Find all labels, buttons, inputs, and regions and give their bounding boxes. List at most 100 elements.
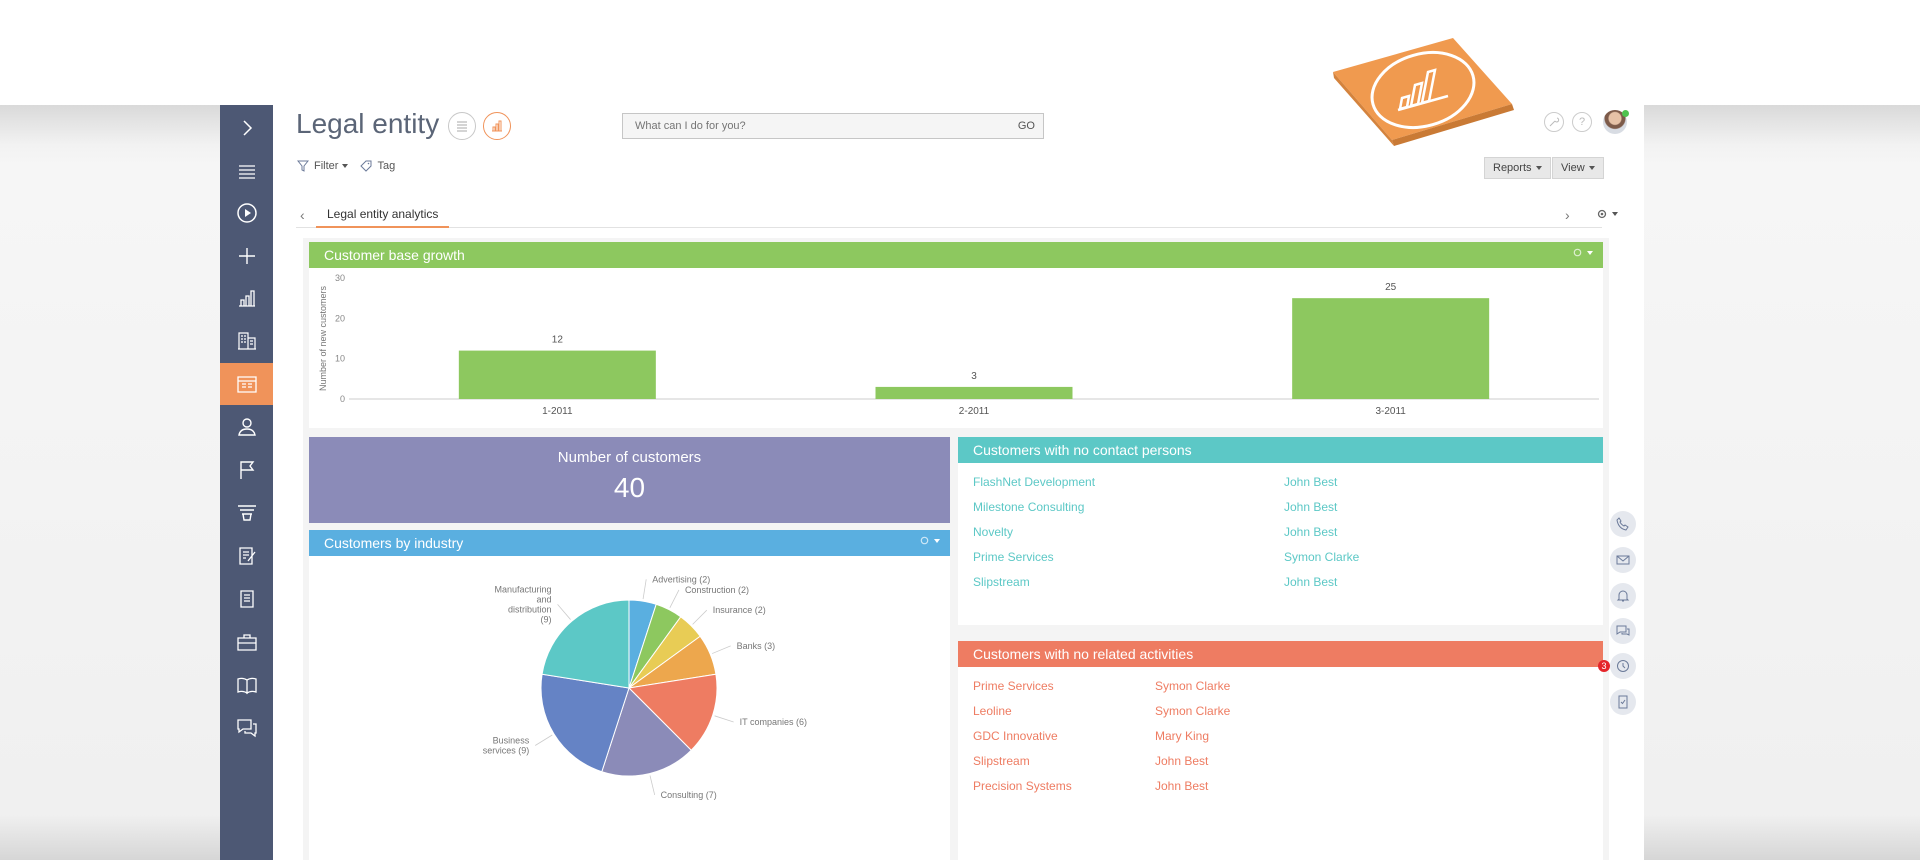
- sidebar-item-menu[interactable]: [220, 150, 273, 192]
- bar-data-label: 25: [1385, 282, 1397, 293]
- company-link[interactable]: Prime Services: [973, 679, 1054, 693]
- owner-link[interactable]: John Best: [1284, 525, 1338, 539]
- page-title: Legal entity: [296, 108, 440, 139]
- sidebar-item-dashboards[interactable]: [220, 277, 273, 319]
- search-input[interactable]: [623, 114, 1003, 138]
- app-window: Legal entity GO Filter Tag ? Reports Vie…: [220, 105, 1644, 860]
- view-button[interactable]: View: [1552, 157, 1604, 179]
- dashboard-settings-button[interactable]: [1596, 208, 1618, 220]
- tab-scroll-left-button[interactable]: ‹: [300, 207, 305, 223]
- x-tick-label: 1-2011: [542, 406, 573, 417]
- sidebar-item-contracts[interactable]: [220, 535, 273, 577]
- bar: [875, 386, 1073, 399]
- widget-header: Customers by industry: [309, 530, 950, 556]
- company-link[interactable]: GDC Innovative: [973, 729, 1058, 743]
- sidebar: [220, 105, 273, 860]
- gear-icon: [920, 536, 929, 545]
- company-link[interactable]: Novelty: [973, 525, 1014, 539]
- feed-button[interactable]: [1610, 618, 1636, 644]
- pie-slice-label: Consulting (7): [661, 790, 717, 800]
- company-link[interactable]: Slipstream: [973, 575, 1030, 589]
- tasks-button[interactable]: [1610, 689, 1636, 715]
- sidebar-item-processes[interactable]: [220, 192, 273, 234]
- notifications-button[interactable]: [1610, 583, 1636, 609]
- email-button[interactable]: [1610, 547, 1636, 573]
- pie-leader-line: [692, 609, 708, 625]
- pie-slice-label: Construction (2): [685, 585, 749, 595]
- list-item: Leoline Symon Clarke: [973, 704, 1230, 729]
- y-tick-label: 20: [335, 313, 345, 323]
- widget-settings-button[interactable]: [1572, 247, 1593, 258]
- company-link[interactable]: Precision Systems: [973, 779, 1072, 793]
- sidebar-item-documents[interactable]: [220, 578, 273, 620]
- play-circle-icon: [236, 203, 257, 223]
- phone-button[interactable]: [1610, 511, 1636, 537]
- clock-icon: [1617, 660, 1629, 672]
- search-go-button[interactable]: GO: [1017, 120, 1035, 132]
- owner-link[interactable]: John Best: [1284, 500, 1338, 514]
- sidebar-item-accounts[interactable]: [220, 320, 273, 362]
- dashboard-area: Customer base growth Number of new custo…: [303, 238, 1609, 860]
- filter-bar: Filter Tag: [297, 160, 407, 172]
- sidebar-item-legal-entities[interactable]: [220, 363, 273, 405]
- pie-leader-line: [557, 604, 571, 620]
- company-link[interactable]: Leoline: [973, 704, 1012, 718]
- book-icon: [236, 677, 257, 695]
- reports-button[interactable]: Reports: [1484, 157, 1551, 179]
- owner-link[interactable]: John Best: [1155, 779, 1209, 793]
- document-edit-icon: [238, 547, 256, 565]
- owner-link[interactable]: Symon Clarke: [1155, 679, 1231, 693]
- chevron-down-icon: [1587, 250, 1593, 255]
- customer-growth-bar-chart: Number of new customers 0 10 20 30 12 1-2011 3 2…: [318, 273, 1599, 417]
- sidebar-item-add[interactable]: [220, 235, 273, 277]
- analytics-view-button[interactable]: [483, 112, 511, 140]
- y-axis-label: Number of new customers: [318, 285, 328, 391]
- legal-entity-icon: [236, 376, 257, 393]
- pie-slice: [541, 599, 630, 689]
- widget-title: Customers with no related activities: [973, 646, 1194, 662]
- sidebar-item-expand[interactable]: [220, 107, 273, 149]
- sidebar-item-knowledge-base[interactable]: [220, 664, 273, 706]
- company-link[interactable]: Milestone Consulting: [973, 500, 1085, 514]
- sidebar-item-leads[interactable]: [220, 449, 273, 491]
- filter-icon: [297, 160, 309, 172]
- widget-header: Customer base growth: [309, 242, 1603, 268]
- pie-slice-label: IT companies (6): [740, 717, 807, 727]
- chevron-down-icon: [934, 538, 940, 543]
- y-tick-label: 0: [340, 394, 345, 404]
- list-item: Slipstream John Best: [973, 575, 1359, 600]
- owner-link[interactable]: Symon Clarke: [1284, 550, 1360, 564]
- wrench-icon[interactable]: [1544, 112, 1564, 132]
- list-item: Prime Services Symon Clarke: [973, 679, 1230, 704]
- tag-icon: [360, 160, 372, 172]
- kpi-title: Number of customers: [557, 449, 702, 466]
- owner-link[interactable]: Symon Clarke: [1155, 704, 1231, 718]
- flag-icon: [239, 461, 254, 479]
- customer-base-growth-widget: Customer base growth Number of new custo…: [309, 242, 1603, 428]
- owner-link[interactable]: John Best: [1284, 475, 1338, 489]
- sidebar-item-projects[interactable]: [220, 621, 273, 663]
- owner-link[interactable]: John Best: [1284, 575, 1338, 589]
- company-link[interactable]: FlashNet Development: [973, 475, 1096, 489]
- tab-scroll-right-button[interactable]: ›: [1565, 207, 1570, 223]
- owner-link[interactable]: John Best: [1155, 754, 1209, 768]
- tab-legal-entity-analytics[interactable]: Legal entity analytics: [316, 204, 450, 228]
- sidebar-item-contacts[interactable]: [220, 406, 273, 448]
- filter-button[interactable]: Filter: [297, 160, 349, 172]
- industry-pie-chart: Advertising (2)Construction (2) Insurance…: [483, 574, 807, 800]
- pie-slice: [627, 673, 718, 751]
- chat-bubbles-icon: [1616, 625, 1630, 636]
- tag-button[interactable]: Tag: [360, 160, 395, 172]
- sidebar-item-opportunities[interactable]: [220, 492, 273, 534]
- company-link[interactable]: Prime Services: [973, 550, 1054, 564]
- help-icon[interactable]: ?: [1572, 112, 1592, 132]
- list-view-button[interactable]: [448, 112, 476, 140]
- list-item: Novelty John Best: [973, 525, 1359, 550]
- bar: [458, 350, 656, 399]
- reminders-button[interactable]: [1610, 653, 1636, 679]
- pie-slice-label: Banks (3): [737, 641, 776, 651]
- owner-link[interactable]: Mary King: [1155, 729, 1210, 743]
- company-link[interactable]: Slipstream: [973, 754, 1030, 768]
- sidebar-item-feed[interactable]: [220, 707, 273, 749]
- widget-settings-button[interactable]: [919, 535, 940, 546]
